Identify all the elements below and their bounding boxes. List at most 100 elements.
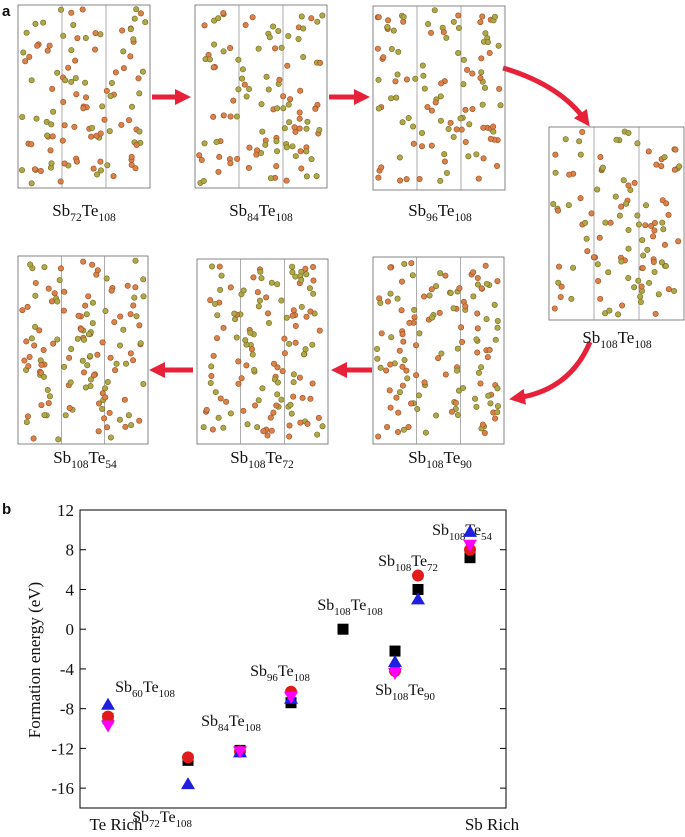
subscript: 108 — [275, 211, 293, 224]
atom — [395, 48, 402, 55]
atom — [267, 414, 274, 421]
atom — [640, 252, 647, 259]
atom — [44, 387, 51, 394]
atom — [406, 319, 413, 326]
atom — [203, 406, 210, 413]
atom — [445, 126, 452, 133]
atom — [81, 336, 88, 343]
element: Te — [278, 663, 294, 680]
atom — [33, 115, 40, 122]
atom — [459, 339, 466, 346]
atom — [87, 376, 94, 383]
atom — [61, 122, 68, 129]
data-point — [463, 524, 477, 537]
atom — [466, 121, 473, 128]
subscript: 108 — [366, 606, 383, 618]
atom — [436, 309, 443, 316]
atom — [216, 263, 223, 270]
formula-label: Sb84Te108 — [201, 713, 261, 734]
atom — [136, 322, 143, 329]
atom — [645, 148, 652, 155]
atom — [50, 108, 57, 115]
subscript: 108 — [392, 691, 409, 703]
atom — [594, 186, 601, 193]
atom — [74, 335, 81, 342]
atom — [278, 396, 285, 403]
atom — [605, 269, 612, 276]
atom — [676, 163, 683, 170]
atom — [432, 99, 439, 106]
atom — [254, 289, 261, 296]
atom — [550, 200, 557, 207]
atom — [132, 165, 139, 172]
atom — [200, 178, 207, 185]
atom — [613, 136, 620, 143]
atom — [102, 307, 109, 314]
atom — [253, 151, 260, 158]
atom — [274, 364, 281, 371]
atom — [44, 132, 51, 139]
atom — [57, 178, 64, 185]
atom — [258, 101, 265, 108]
atom — [431, 7, 438, 14]
atom — [286, 422, 293, 429]
atom — [497, 102, 504, 109]
atom — [474, 281, 481, 288]
atom — [78, 326, 85, 333]
atom — [116, 416, 123, 423]
atom — [209, 263, 216, 270]
formula-label: Sb108Te54 — [53, 448, 117, 471]
atom — [384, 423, 391, 430]
atom — [265, 310, 272, 317]
atom — [557, 294, 564, 301]
atom — [128, 422, 135, 429]
atom — [210, 113, 217, 120]
subscript: 54 — [105, 458, 117, 471]
atom — [374, 346, 381, 353]
formula-label: Sb96Te108 — [250, 663, 310, 684]
atom — [421, 293, 428, 300]
atom — [478, 364, 485, 371]
atom — [285, 101, 292, 108]
atom — [88, 133, 95, 140]
atom — [104, 379, 111, 386]
subscript: 84 — [218, 722, 229, 734]
atom — [455, 50, 462, 57]
atom — [258, 275, 265, 282]
atom — [255, 303, 262, 310]
atom — [82, 34, 89, 41]
element: Te — [408, 682, 424, 699]
atom — [298, 303, 305, 310]
atom — [637, 293, 644, 300]
subscript: 108 — [395, 562, 412, 574]
atom — [263, 73, 270, 80]
atom — [394, 71, 401, 78]
atom — [248, 346, 255, 353]
atom — [625, 274, 632, 281]
atom — [483, 316, 490, 323]
atom — [396, 389, 403, 396]
arrows — [148, 65, 593, 405]
structure — [17, 4, 151, 189]
atom — [456, 285, 463, 292]
subscript: 108 — [634, 338, 652, 351]
atom — [61, 160, 68, 167]
atom — [474, 349, 481, 356]
atom — [120, 65, 127, 72]
atom — [40, 347, 47, 354]
atom — [137, 340, 144, 347]
atom — [19, 167, 26, 174]
element: Te — [259, 201, 276, 220]
atom — [415, 392, 422, 399]
atom — [290, 307, 297, 314]
y-tick-label: 12 — [57, 501, 74, 520]
atom — [405, 114, 412, 121]
atom — [47, 147, 54, 154]
cell-box — [196, 258, 329, 445]
atom — [23, 29, 30, 36]
atom — [273, 138, 280, 145]
cell-box — [17, 4, 151, 189]
atom — [238, 375, 245, 382]
y-tick-label: -12 — [51, 739, 74, 758]
atom — [481, 84, 488, 91]
